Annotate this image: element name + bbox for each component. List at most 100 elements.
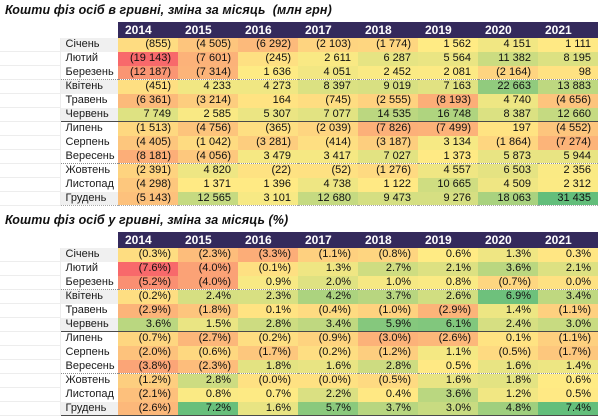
- year-header: 2021: [538, 232, 598, 248]
- gutter-cell: [0, 107, 61, 122]
- month-row: Грудень (5 143) 12 565 3 101 12 680 9 473 9 27…: [0, 191, 598, 206]
- value-cell: 1.3%: [478, 248, 538, 262]
- value-cell: (3 187): [358, 135, 418, 150]
- value-cell: 1.4%: [478, 303, 538, 318]
- corner-gutter: [0, 232, 60, 248]
- month-label: Жовтень: [60, 163, 118, 178]
- value-cell: 22 663: [478, 79, 538, 94]
- value-cell: (12 187): [118, 65, 178, 80]
- value-cell: 5.9%: [358, 317, 418, 332]
- value-cell: (365): [238, 121, 298, 136]
- value-cell: (2.9%): [418, 303, 478, 318]
- value-cell: (0.7%): [118, 331, 178, 346]
- month-label: Липень: [60, 121, 118, 136]
- value-cell: 2.1%: [418, 261, 478, 276]
- year-header: 2014: [118, 22, 178, 38]
- value-cell: 5 307: [238, 107, 298, 122]
- month-label: Квітень: [60, 289, 118, 304]
- value-cell: 9 473: [358, 191, 418, 206]
- value-cell: (4 056): [178, 149, 238, 164]
- value-cell: 3.6%: [478, 261, 538, 276]
- value-cell: 0.6%: [538, 373, 598, 388]
- value-cell: 4.2%: [298, 289, 358, 304]
- value-cell: 2.7%: [358, 261, 418, 276]
- value-cell: 1 636: [238, 65, 298, 80]
- value-cell: (4 656): [538, 93, 598, 108]
- value-cell: (7 499): [418, 121, 478, 136]
- value-cell: (0.1%): [238, 261, 298, 276]
- value-cell: (5.2%): [118, 275, 178, 290]
- month-label: Лютий: [60, 261, 118, 276]
- value-cell: 2 452: [358, 65, 418, 80]
- value-cell: 1.5%: [178, 317, 238, 332]
- value-cell: (3.0%): [358, 331, 418, 346]
- value-cell: 7 027: [358, 149, 418, 164]
- month-label: Серпень: [60, 345, 118, 360]
- value-cell: (1.1%): [538, 303, 598, 318]
- value-cell: 5 564: [418, 51, 478, 66]
- value-cell: (0.2%): [118, 289, 178, 304]
- year-header: 2019: [418, 22, 478, 38]
- month-label: Січень: [60, 38, 118, 52]
- value-cell: 1 371: [178, 177, 238, 192]
- month-row: Червень 3.6% 1.5% 2.8% 3.4% 5.9% 6.1% 2.4% 3.0%: [0, 317, 598, 332]
- value-cell: (0.2%): [298, 345, 358, 360]
- gutter-cell: [0, 359, 61, 374]
- value-cell: 7 077: [298, 107, 358, 122]
- value-cell: (5 143): [118, 191, 178, 206]
- value-cell: 2.8%: [358, 359, 418, 374]
- value-cell: 2 611: [298, 51, 358, 66]
- month-label: Червень: [60, 107, 118, 122]
- value-cell: 7 163: [418, 79, 478, 94]
- value-cell: 2 081: [418, 65, 478, 80]
- value-cell: 2.3%: [238, 289, 298, 304]
- value-cell: (1.7%): [538, 345, 598, 360]
- value-cell: 3.6%: [118, 317, 178, 332]
- month-row: Липень (0.7%) (2.7%) (0.2%) (0.9%) (3.0%) (2.6…: [0, 331, 598, 346]
- value-cell: 0.9%: [238, 275, 298, 290]
- value-cell: 8 387: [478, 107, 538, 122]
- month-label: Липень: [60, 331, 118, 346]
- gutter-cell: [0, 191, 61, 206]
- month-label: Листопад: [60, 387, 118, 402]
- value-cell: 4 151: [478, 38, 538, 52]
- value-cell: 16 748: [418, 107, 478, 122]
- value-cell: (414): [298, 135, 358, 150]
- value-cell: 5 944: [538, 149, 598, 164]
- month-label: Вересень: [60, 359, 118, 374]
- month-row: Червень 7 749 2 585 5 307 7 077 14 535 16 748 8…: [0, 107, 598, 122]
- gutter-cell: [0, 275, 61, 290]
- year-header: 2014: [118, 232, 178, 248]
- year-header: 2018: [358, 232, 418, 248]
- value-cell: (4 552): [538, 121, 598, 136]
- gutter-cell: [0, 79, 61, 94]
- value-cell: (7.6%): [118, 261, 178, 276]
- month-label: Березень: [60, 65, 118, 80]
- value-cell: (4.0%): [178, 261, 238, 276]
- value-cell: 2.4%: [478, 317, 538, 332]
- value-cell: 2.8%: [238, 317, 298, 332]
- value-cell: 4 738: [298, 177, 358, 192]
- month-row: Серпень (4 405) (1 042) (3 281) (414) (3 187)…: [0, 135, 598, 150]
- value-cell: (7 314): [178, 65, 238, 80]
- gutter-cell: [0, 331, 61, 346]
- year-header: 2020: [478, 22, 538, 38]
- value-cell: 6.1%: [418, 317, 478, 332]
- value-cell: (6 361): [118, 93, 178, 108]
- month-row: Лютий (7.6%) (4.0%) (0.1%) 1.3% 2.7% 2.1% 3.6% 2…: [0, 261, 598, 276]
- value-cell: (2 103): [298, 38, 358, 52]
- value-cell: 6 503: [478, 163, 538, 178]
- year-header: 2015: [178, 232, 238, 248]
- month-row: Лютий (19 143) (7 601) (245) 2 611 6 287 5 564…: [0, 51, 598, 66]
- value-cell: (1 774): [358, 38, 418, 52]
- value-cell: 0.5%: [538, 387, 598, 402]
- value-cell: 1 396: [238, 177, 298, 192]
- value-cell: 12 565: [178, 191, 238, 206]
- year-header: 2017: [298, 232, 358, 248]
- value-cell: 1 122: [358, 177, 418, 192]
- value-cell: (3 281): [238, 135, 298, 150]
- value-cell: (8 181): [118, 149, 178, 164]
- value-cell: 7 749: [118, 107, 178, 122]
- value-cell: 1.8%: [238, 359, 298, 374]
- value-cell: (0.8%): [358, 248, 418, 262]
